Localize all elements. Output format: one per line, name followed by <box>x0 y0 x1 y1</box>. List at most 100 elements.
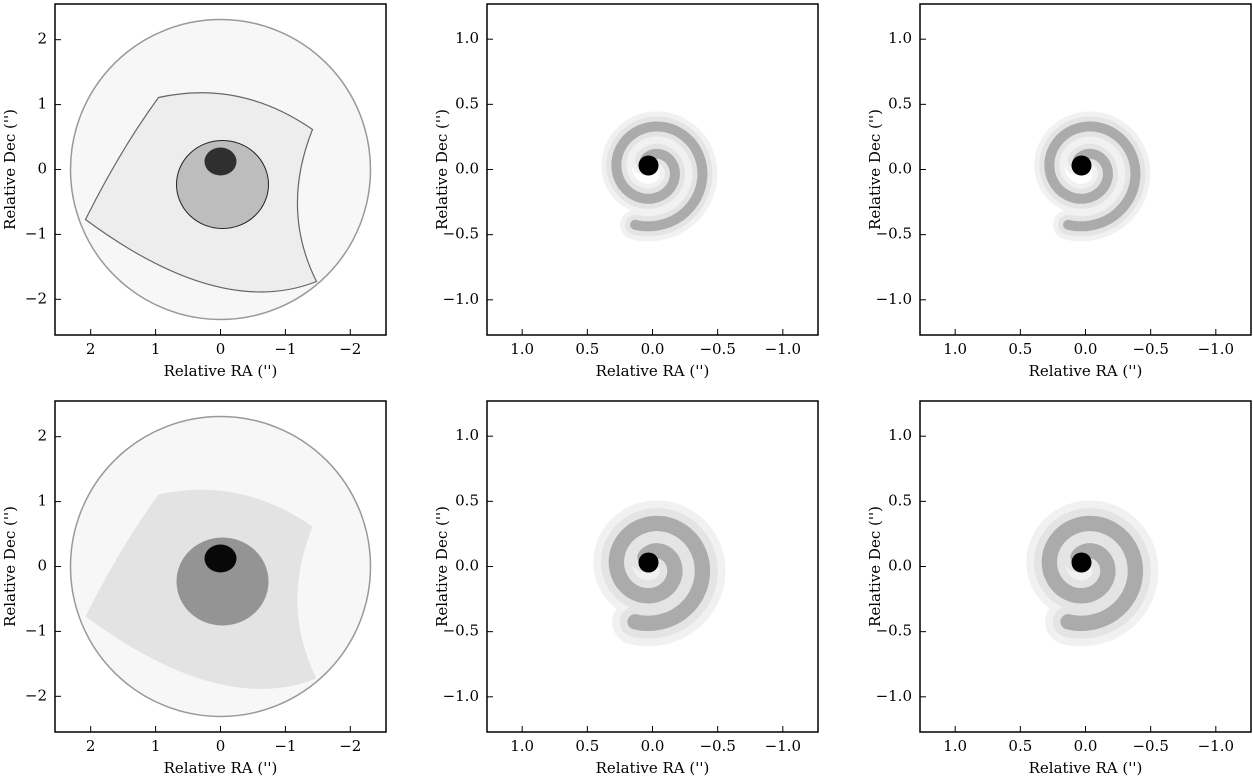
inner <box>176 140 269 229</box>
x-tick-label: −1.0 <box>1198 737 1234 755</box>
y-tick-label: 1.0 <box>455 29 479 47</box>
image-content <box>69 18 372 321</box>
x-tick-label: 1.0 <box>510 340 534 358</box>
image <box>1034 111 1151 242</box>
x-tick-label: 2 <box>86 340 96 358</box>
outer-ring <box>69 415 372 718</box>
x-axis-label: Relative RA ('') <box>164 759 278 777</box>
image <box>69 18 372 321</box>
spiral-arm <box>1041 515 1144 631</box>
x-axis-label: Relative RA ('') <box>596 759 710 777</box>
spiral-arm <box>606 116 713 237</box>
x-tick-label: 1.0 <box>943 340 967 358</box>
y-tick-label: −2 <box>25 686 47 704</box>
spiral-arm <box>611 121 708 232</box>
x-tick-label: 0 <box>216 737 226 755</box>
x-tick-label: 0.5 <box>1008 737 1032 755</box>
spiral-arm <box>1034 508 1151 639</box>
image <box>593 500 726 647</box>
y-tick-label: 0.5 <box>455 491 479 509</box>
y-tick-label: 2 <box>37 30 47 48</box>
y-tick-label: −0.5 <box>443 225 479 243</box>
y-tick-label: 1.0 <box>888 426 912 444</box>
x-axis-label: Relative RA ('') <box>1029 362 1143 380</box>
spiral-arm <box>1044 121 1141 232</box>
core <box>1071 552 1092 573</box>
x-tick-label: −1 <box>274 737 296 755</box>
y-tick-label: 0.5 <box>888 94 912 112</box>
y-tick-label: 1 <box>37 492 47 510</box>
image <box>601 111 718 242</box>
y-tick-label: 1 <box>37 95 47 113</box>
y-tick-label: 0.5 <box>888 491 912 509</box>
core <box>204 544 237 573</box>
x-axis-label: Relative RA ('') <box>164 362 278 380</box>
y-tick-label: 0.0 <box>455 160 479 178</box>
inner <box>176 537 269 626</box>
x-tick-label: 0.5 <box>575 737 599 755</box>
x-tick-label: 1 <box>151 340 161 358</box>
spiral-arm <box>1039 116 1146 237</box>
x-tick-label: −1.0 <box>765 737 801 755</box>
image-content <box>1034 111 1151 242</box>
y-tick-label: −1 <box>25 621 47 639</box>
x-tick-label: −1.0 <box>765 340 801 358</box>
x-tick-label: 0.0 <box>1074 340 1098 358</box>
y-tick-label: 2 <box>37 427 47 445</box>
y-tick-label: −1.0 <box>876 290 912 308</box>
y-axis-label: Relative Dec ('') <box>433 506 451 627</box>
x-tick-label: −2 <box>339 340 361 358</box>
x-tick-label: −0.5 <box>1132 340 1168 358</box>
y-tick-label: 0 <box>37 160 47 178</box>
x-tick-label: −1.0 <box>1198 340 1234 358</box>
y-tick-label: 1.0 <box>455 426 479 444</box>
y-axis-label: Relative Dec ('') <box>866 506 884 627</box>
y-tick-label: 0.0 <box>888 160 912 178</box>
y-tick-label: −1.0 <box>443 290 479 308</box>
y-tick-label: −1 <box>25 224 47 242</box>
y-tick-label: −2 <box>25 289 47 307</box>
y-tick-label: 0.0 <box>888 557 912 575</box>
x-tick-label: −2 <box>339 737 361 755</box>
x-tick-label: −0.5 <box>699 340 735 358</box>
x-tick-label: −1 <box>274 340 296 358</box>
x-tick-label: −0.5 <box>699 737 735 755</box>
spiral-arm <box>601 111 718 242</box>
y-tick-label: 0.5 <box>455 94 479 112</box>
x-tick-label: 1.0 <box>943 737 967 755</box>
lobe <box>84 92 318 293</box>
x-tick-label: 0 <box>216 340 226 358</box>
x-axis-label: Relative RA ('') <box>1029 759 1143 777</box>
y-tick-label: −0.5 <box>443 622 479 640</box>
image-content <box>69 415 372 718</box>
image-content <box>593 500 726 647</box>
image-content <box>601 111 718 242</box>
y-tick-label: −0.5 <box>876 622 912 640</box>
x-tick-label: 1 <box>151 737 161 755</box>
x-tick-label: 0.0 <box>1074 737 1098 755</box>
x-axis-label: Relative RA ('') <box>596 362 710 380</box>
y-axis-label: Relative Dec ('') <box>1 109 19 230</box>
spiral-arm <box>1034 111 1151 242</box>
y-tick-label: −0.5 <box>876 225 912 243</box>
x-tick-label: 0.0 <box>641 340 665 358</box>
lobe <box>85 489 317 689</box>
y-tick-label: −1.0 <box>443 687 479 705</box>
y-axis-label: Relative Dec ('') <box>1 506 19 627</box>
x-tick-label: 2 <box>86 737 96 755</box>
y-axis-label: Relative Dec ('') <box>433 109 451 230</box>
y-tick-label: 0.0 <box>455 557 479 575</box>
x-tick-label: 0.5 <box>575 340 599 358</box>
image-content <box>1026 500 1159 647</box>
y-tick-label: −1.0 <box>876 687 912 705</box>
core <box>638 552 659 573</box>
outer-ring <box>69 18 372 321</box>
y-tick-label: 0 <box>37 557 47 575</box>
core <box>1071 155 1092 176</box>
core <box>638 155 659 176</box>
x-tick-label: −0.5 <box>1132 737 1168 755</box>
spiral-arm <box>593 500 726 647</box>
x-tick-label: 1.0 <box>510 737 534 755</box>
spiral-arm <box>601 508 718 639</box>
